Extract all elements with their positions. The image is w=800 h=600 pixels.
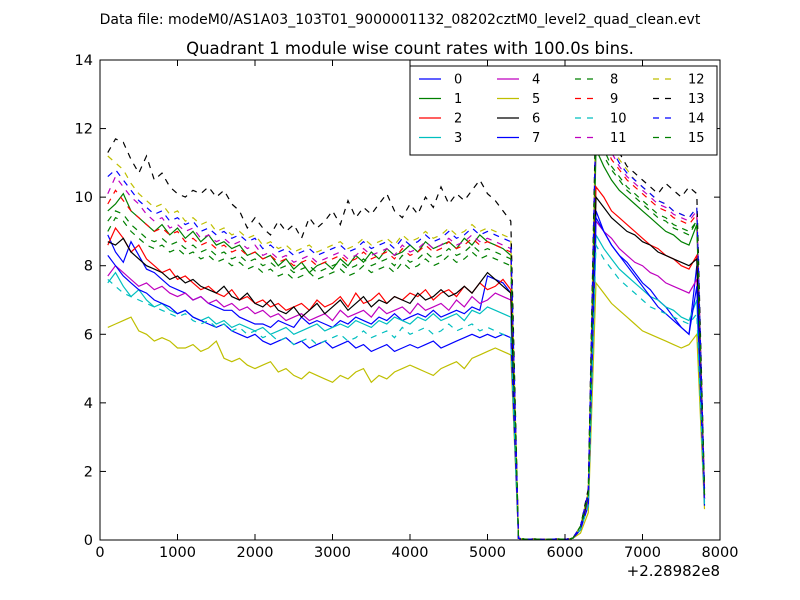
x-offset-label: +2.28982e8 [627, 562, 720, 580]
legend-label-1: 1 [454, 92, 462, 107]
legend-label-3: 3 [454, 131, 462, 146]
legend-label-6: 6 [532, 112, 540, 127]
legend-label-14: 14 [688, 112, 705, 127]
series-line-12 [107, 107, 706, 540]
y-tick-label: 2 [84, 464, 93, 480]
series-line-5 [107, 281, 706, 540]
x-tick-label: 1000 [159, 545, 196, 561]
x-tick-label: 7000 [624, 545, 661, 561]
series-line-10 [107, 242, 706, 540]
x-tick-label: 0 [95, 545, 104, 561]
x-tick-label: 4000 [392, 545, 429, 561]
series-line-1 [107, 148, 706, 540]
x-tick-label: 3000 [314, 545, 351, 561]
legend-label-8: 8 [610, 73, 618, 88]
legend-label-13: 13 [688, 92, 705, 107]
y-tick-label: 12 [75, 122, 93, 138]
legend-label-7: 7 [532, 131, 540, 146]
legend-label-12: 12 [688, 73, 705, 88]
legend-label-2: 2 [454, 112, 462, 127]
legend-label-11: 11 [610, 131, 627, 146]
series-line-4 [107, 219, 706, 540]
chart-suptitle: Data file: modeM0/AS1A03_103T01_90000011… [100, 12, 701, 28]
legend-box [409, 65, 718, 156]
y-tick-label: 14 [75, 53, 93, 69]
legend-label-5: 5 [532, 92, 540, 107]
series-line-7 [107, 215, 706, 540]
x-tick-label: 5000 [469, 545, 506, 561]
legend-label-9: 9 [610, 92, 618, 107]
series-line-8 [107, 135, 706, 540]
legend-label-4: 4 [532, 73, 540, 88]
series-line-14 [107, 111, 706, 540]
series-line-15 [107, 128, 706, 540]
y-tick-label: 10 [75, 190, 93, 206]
series-line-2 [107, 185, 706, 540]
legend-label-15: 15 [688, 131, 705, 146]
series-line-11 [107, 114, 706, 540]
series-line-0 [107, 210, 706, 540]
x-tick-label: 2000 [237, 545, 274, 561]
series-line-3 [107, 232, 706, 540]
y-tick-label: 8 [84, 259, 93, 275]
y-tick-label: 0 [84, 533, 93, 549]
x-tick-label: 8000 [702, 545, 739, 561]
y-tick-label: 4 [84, 396, 93, 412]
legend-label-10: 10 [610, 112, 627, 127]
chart-title: Quadrant 1 module wise count rates with … [186, 39, 634, 58]
x-tick-label: 6000 [547, 545, 584, 561]
legend-label-0: 0 [454, 73, 462, 88]
y-tick-label: 6 [84, 327, 93, 343]
series-line-6 [107, 195, 706, 540]
